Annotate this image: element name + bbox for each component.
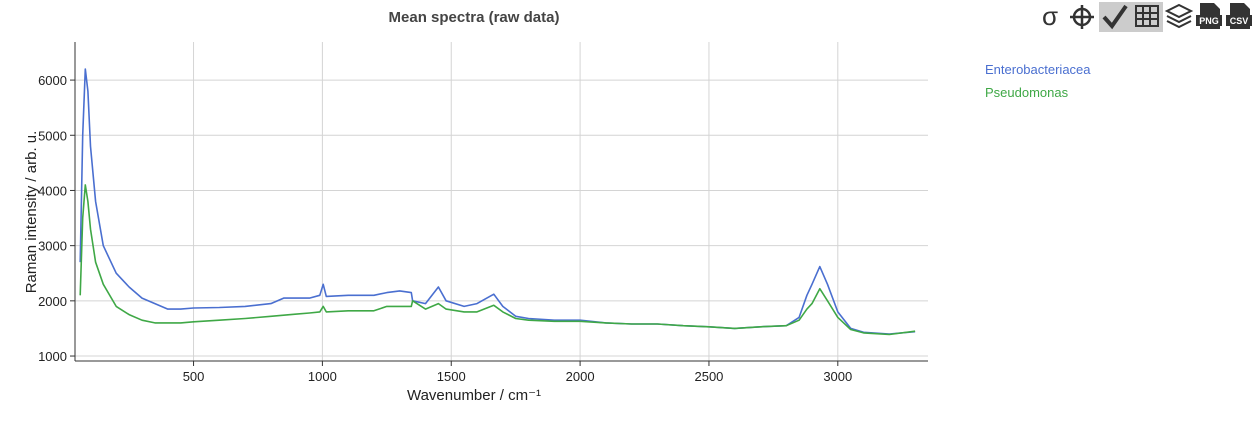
x-tick-label: 500: [183, 369, 205, 384]
legend-entry: Enterobacteriacea: [985, 62, 1091, 77]
crosshair-button[interactable]: [1070, 5, 1094, 29]
y-tick-label: 4000: [38, 183, 67, 198]
x-tick-label: 2000: [566, 369, 595, 384]
png-label: PNG: [1199, 16, 1219, 26]
check-button[interactable]: [1102, 4, 1128, 30]
csv-label: CSV: [1230, 16, 1249, 26]
csv-button[interactable]: CSV: [1226, 3, 1252, 29]
chart-title: Mean spectra (raw data): [389, 9, 560, 26]
x-tick-label: 1000: [308, 369, 337, 384]
y-tick-label: 3000: [38, 239, 67, 254]
y-axis-label: Raman intensity / arb. u.: [23, 131, 40, 294]
stats-button[interactable]: σ: [1042, 1, 1058, 31]
layers-button[interactable]: [1164, 3, 1194, 29]
x-axis-label: Wavenumber / cm⁻¹: [407, 387, 541, 404]
series-line: [79, 184, 916, 336]
y-tick-label: 1000: [38, 349, 67, 364]
x-tick-label: 3000: [823, 369, 852, 384]
table-button[interactable]: [1135, 5, 1159, 27]
series-line: [79, 68, 916, 335]
toolbar: σ PNG CSV: [1042, 1, 1252, 32]
y-tick-label: 6000: [38, 73, 67, 88]
y-tick-label: 2000: [38, 294, 67, 309]
x-tick-label: 2500: [694, 369, 723, 384]
x-tick-label: 1500: [437, 369, 466, 384]
y-tick-label: 5000: [38, 128, 67, 143]
legend-entry: Pseudomonas: [985, 85, 1069, 100]
png-button[interactable]: PNG: [1196, 3, 1222, 29]
